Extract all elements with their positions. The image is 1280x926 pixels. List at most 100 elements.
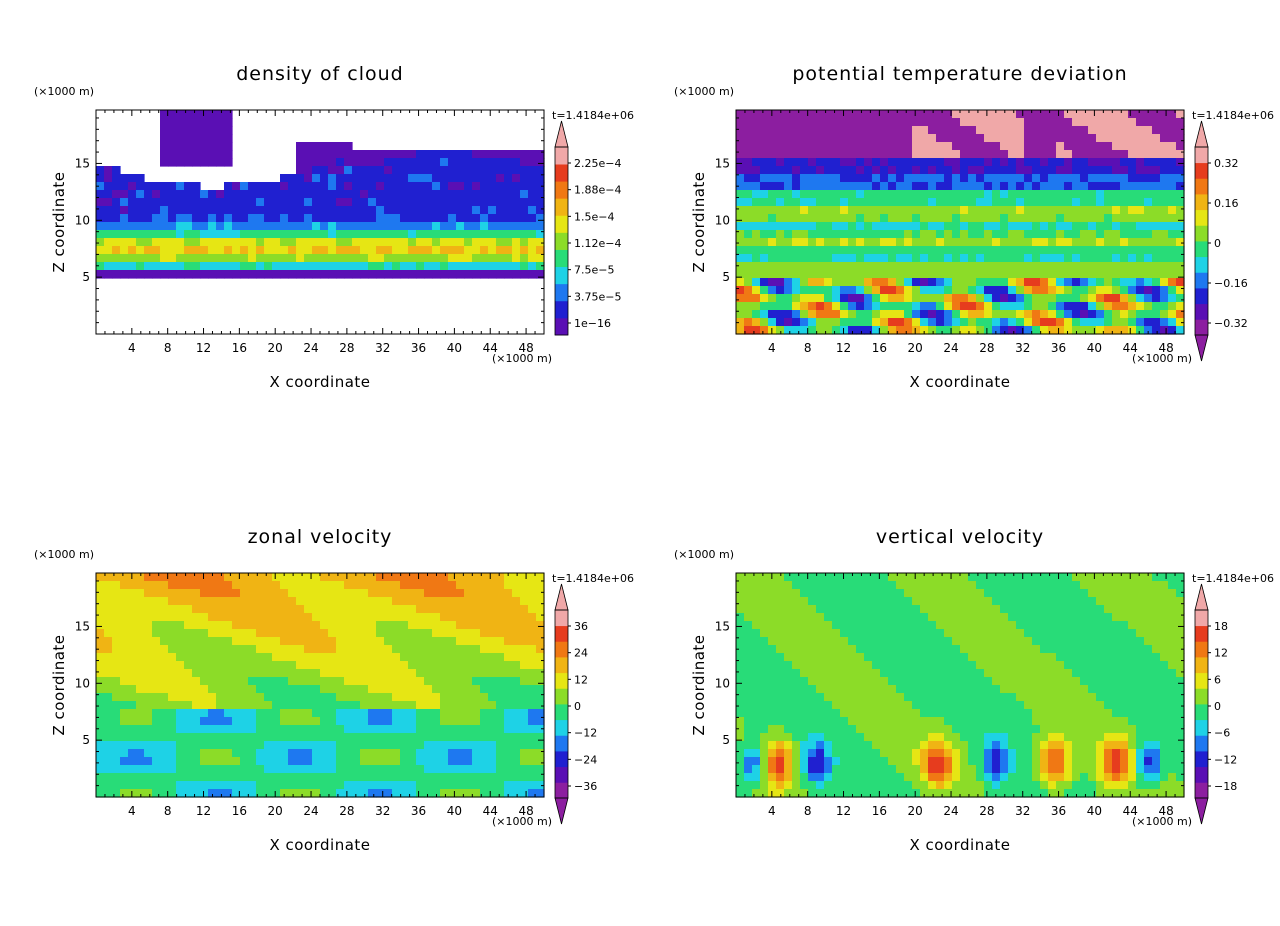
field-cell bbox=[952, 230, 961, 239]
field-cell bbox=[808, 789, 817, 798]
field-cell bbox=[440, 166, 449, 175]
field-cell bbox=[96, 613, 105, 622]
field-cell bbox=[1104, 246, 1113, 255]
field-cell bbox=[176, 246, 185, 255]
field-cell bbox=[400, 182, 409, 191]
field-cell bbox=[888, 150, 897, 159]
field-cell bbox=[200, 206, 209, 215]
field-cell bbox=[200, 581, 209, 590]
field-cell bbox=[160, 693, 169, 702]
field-cell bbox=[408, 573, 417, 582]
field-cell bbox=[736, 142, 745, 151]
field-cell bbox=[296, 206, 305, 215]
field-cell bbox=[120, 605, 129, 614]
field-cell bbox=[1152, 246, 1161, 255]
field-cell bbox=[824, 581, 833, 590]
field-cell bbox=[312, 246, 321, 255]
field-cell bbox=[112, 693, 121, 702]
field-cell bbox=[368, 749, 377, 758]
field-cell bbox=[992, 246, 1001, 255]
field-cell bbox=[1064, 302, 1073, 311]
field-cell bbox=[368, 270, 377, 279]
field-cell bbox=[1080, 142, 1089, 151]
field-cell bbox=[376, 717, 385, 726]
field-cell bbox=[344, 709, 353, 718]
x-tick-label: 44 bbox=[483, 341, 498, 355]
colorbar-swatch bbox=[1195, 162, 1208, 179]
field-cell bbox=[1136, 326, 1145, 335]
field-cell bbox=[744, 629, 753, 638]
field-cell bbox=[272, 613, 281, 622]
field-cell bbox=[392, 669, 401, 678]
field-cell bbox=[472, 645, 481, 654]
field-cell bbox=[1128, 142, 1137, 151]
field-cell bbox=[112, 757, 121, 766]
field-cell bbox=[816, 637, 825, 646]
field-cell bbox=[200, 765, 209, 774]
field-cell bbox=[168, 230, 177, 239]
field-cell bbox=[264, 605, 273, 614]
field-cell bbox=[848, 222, 857, 231]
field-cell bbox=[216, 637, 225, 646]
field-cell bbox=[296, 254, 305, 263]
field-cell bbox=[736, 757, 745, 766]
field-cell bbox=[848, 302, 857, 311]
field-cell bbox=[456, 637, 465, 646]
field-cell bbox=[304, 693, 313, 702]
field-cell bbox=[232, 685, 241, 694]
field-cell bbox=[1024, 150, 1033, 159]
field-cell bbox=[200, 270, 209, 279]
field-cell bbox=[880, 214, 889, 223]
field-cell bbox=[776, 318, 785, 327]
field-cell bbox=[448, 637, 457, 646]
field-cell bbox=[304, 613, 313, 622]
field-cell bbox=[432, 198, 441, 207]
field-cell bbox=[1016, 158, 1025, 167]
colorbar-swatch bbox=[555, 317, 568, 336]
field-cell bbox=[864, 158, 873, 167]
field-cell bbox=[1048, 110, 1057, 119]
field-cell bbox=[744, 717, 753, 726]
field-cell bbox=[304, 581, 313, 590]
field-cell bbox=[384, 613, 393, 622]
field-cell bbox=[376, 206, 385, 215]
field-cell bbox=[768, 581, 777, 590]
x-axis-label: X coordinate bbox=[269, 373, 370, 391]
field-cell bbox=[392, 677, 401, 686]
field-cell bbox=[880, 198, 889, 207]
field-cell bbox=[1152, 134, 1161, 143]
field-cell bbox=[208, 254, 217, 263]
field-cell bbox=[840, 573, 849, 582]
field-cell bbox=[1056, 166, 1065, 175]
field-cell bbox=[280, 270, 289, 279]
field-cell bbox=[384, 637, 393, 646]
x-tick-label: 12 bbox=[196, 341, 211, 355]
field-cell bbox=[1080, 286, 1089, 295]
field-cell bbox=[816, 733, 825, 742]
field-cell bbox=[1072, 278, 1081, 287]
field-cell bbox=[488, 685, 497, 694]
field-cell bbox=[936, 326, 945, 335]
field-cell bbox=[744, 238, 753, 247]
field-cell bbox=[824, 645, 833, 654]
field-cell bbox=[528, 621, 537, 630]
field-cell bbox=[136, 254, 145, 263]
field-cell bbox=[744, 773, 753, 782]
field-cell bbox=[1080, 326, 1089, 335]
field-cell bbox=[880, 246, 889, 255]
field-cell bbox=[936, 278, 945, 287]
field-cell bbox=[848, 134, 857, 143]
field-cell bbox=[1048, 198, 1057, 207]
field-cell bbox=[1128, 286, 1137, 295]
field-cell bbox=[752, 789, 761, 798]
field-cell bbox=[472, 150, 481, 159]
field-cell bbox=[456, 717, 465, 726]
field-cell bbox=[344, 206, 353, 215]
field-cell bbox=[488, 677, 497, 686]
field-cell bbox=[464, 150, 473, 159]
field-cell bbox=[176, 701, 185, 710]
field-cell bbox=[872, 166, 881, 175]
field-cell bbox=[496, 246, 505, 255]
field-cell bbox=[464, 262, 473, 271]
field-cell bbox=[392, 230, 401, 239]
